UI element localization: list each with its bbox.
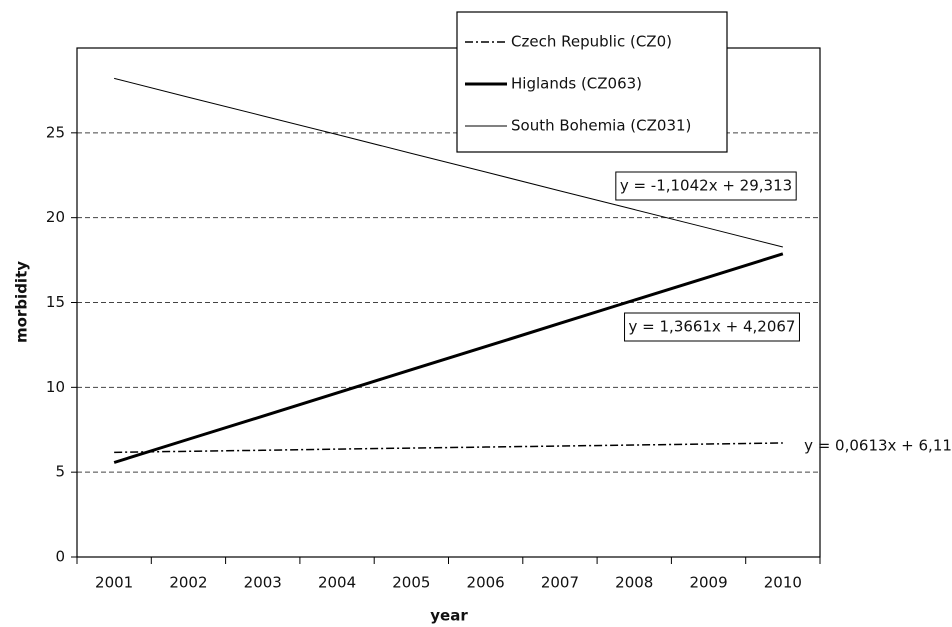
y-axis-label: morbidity	[13, 261, 31, 343]
trendline-equation: y = -1,1042x + 29,313	[620, 177, 792, 195]
x-tick-label: 2010	[764, 574, 802, 592]
y-tick-label: 20	[46, 208, 65, 226]
legend-label: Higlands (CZ063)	[511, 75, 642, 93]
x-tick-label: 2008	[615, 574, 653, 592]
y-tick-label: 25	[46, 123, 65, 141]
legend-label: Czech Republic (CZ0)	[511, 33, 672, 51]
x-axis-label: year	[430, 607, 468, 625]
y-tick-label: 5	[55, 463, 65, 481]
series-line	[114, 442, 783, 454]
legend-box	[456, 11, 728, 153]
x-tick-label: 2002	[169, 574, 207, 592]
x-tick-label: 2001	[95, 574, 133, 592]
equation-box	[624, 312, 800, 342]
legend-label: South Bohemia (CZ031)	[511, 117, 691, 135]
y-tick-label: 10	[46, 378, 65, 396]
x-tick-label: 2009	[689, 574, 727, 592]
x-tick-label: 2007	[541, 574, 579, 592]
x-tick-label: 2005	[392, 574, 430, 592]
y-tick-label: 0	[55, 548, 65, 566]
trendline-equation: y = 1,3661x + 4,2067	[629, 318, 796, 336]
trendline-equation: y = 0,0613x + 6,11	[804, 437, 952, 455]
equation-box	[615, 171, 797, 201]
y-tick-label: 15	[46, 293, 65, 311]
x-tick-label: 2004	[318, 574, 356, 592]
series-line	[113, 252, 784, 464]
x-tick-label: 2006	[467, 574, 505, 592]
series-line	[114, 77, 783, 248]
x-tick-label: 2003	[244, 574, 282, 592]
